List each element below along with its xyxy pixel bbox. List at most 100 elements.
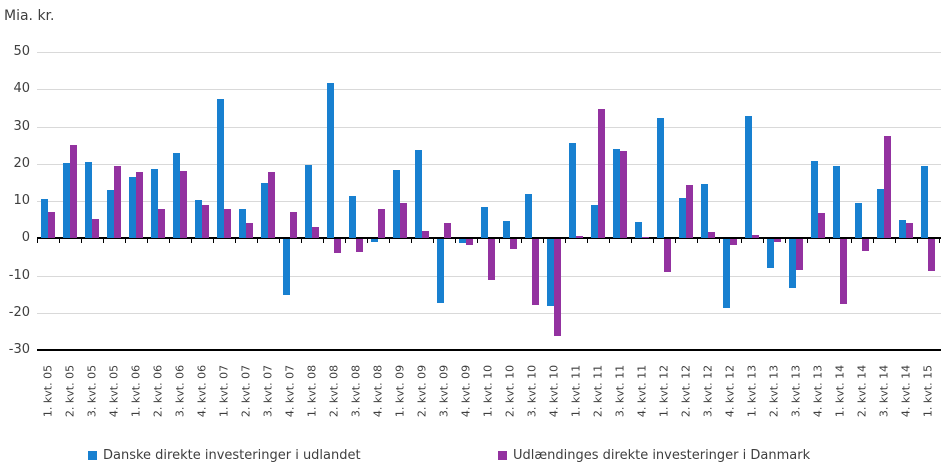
bar-danske-3. kvt. 06 (173, 152, 180, 239)
bar-udlaendinges-3. kvt. 09 (444, 223, 451, 239)
x-tick-label: 2. kvt. 11 (591, 364, 605, 418)
y-axis-unit-label: Mia. kr. (4, 8, 55, 24)
axis-tick (169, 239, 170, 244)
axis-tick (213, 239, 214, 244)
axis-tick (411, 239, 412, 244)
bar-danske-1. kvt. 12 (657, 117, 664, 239)
bar-udlaendinges-1. kvt. 11 (576, 235, 583, 239)
axis-tick (917, 239, 918, 244)
bar-udlaendinges-4. kvt. 13 (818, 213, 825, 239)
y-tick-label: 30 (13, 118, 30, 134)
x-tick-label: 2. kvt. 14 (855, 364, 869, 418)
bar-danske-1. kvt. 06 (129, 176, 136, 239)
axis-tick (829, 239, 830, 244)
x-tick-label: 3. kvt. 07 (261, 364, 275, 418)
x-tick-label: 3. kvt. 14 (877, 364, 891, 418)
bar-danske-2. kvt. 14 (855, 202, 862, 239)
x-tick-label: 4. kvt. 13 (811, 364, 825, 418)
bar-danske-3. kvt. 11 (613, 148, 620, 239)
y-tick-label: 40 (13, 81, 30, 97)
axis-tick (81, 239, 82, 244)
x-tick-label: 4. kvt. 11 (635, 364, 649, 418)
x-tick-label: 2. kvt. 09 (415, 364, 429, 418)
x-axis-line (37, 237, 941, 240)
bar-udlaendinges-2. kvt. 07 (246, 223, 253, 239)
axis-tick (59, 239, 60, 244)
axis-tick (279, 239, 280, 244)
x-tick-label: 1. kvt. 06 (129, 364, 143, 418)
axis-tick (125, 239, 126, 244)
x-tick-label: 4. kvt. 07 (283, 364, 297, 418)
gridline (37, 126, 941, 128)
axis-tick (37, 239, 38, 244)
axis-tick (609, 239, 610, 244)
bar-udlaendinges-1. kvt. 15 (928, 239, 935, 271)
bar-udlaendinges-3. kvt. 12 (708, 232, 715, 239)
axis-tick (895, 239, 896, 244)
bar-danske-1. kvt. 09 (393, 169, 400, 239)
bar-danske-2. kvt. 07 (239, 208, 246, 239)
axis-tick (873, 239, 874, 244)
bar-udlaendinges-2. kvt. 06 (158, 208, 165, 239)
bar-udlaendinges-2. kvt. 09 (422, 230, 429, 239)
axis-tick (389, 239, 390, 244)
legend-label-danske: Danske direkte investeringer i udlandet (103, 447, 361, 463)
bar-danske-4. kvt. 11 (635, 221, 642, 239)
bar-danske-1. kvt. 08 (305, 164, 312, 239)
bar-udlaendinges-3. kvt. 06 (180, 171, 187, 239)
axis-tick (741, 239, 742, 244)
x-tick-label: 4. kvt. 09 (459, 364, 473, 418)
bar-danske-2. kvt. 11 (591, 204, 598, 239)
axis-tick (763, 239, 764, 244)
bar-danske-3. kvt. 09 (437, 239, 444, 304)
bar-udlaendinges-2. kvt. 14 (862, 239, 869, 252)
axis-tick (499, 239, 500, 244)
bar-udlaendinges-1. kvt. 13 (752, 235, 759, 239)
bar-udlaendinges-1. kvt. 09 (400, 202, 407, 239)
gridline (37, 163, 941, 165)
x-tick-label: 1. kvt. 11 (569, 364, 583, 418)
axis-tick (367, 239, 368, 244)
x-tick-label: 3. kvt. 06 (173, 364, 187, 418)
bar-danske-3. kvt. 08 (349, 195, 356, 239)
axis-tick (191, 239, 192, 244)
axis-tick (543, 239, 544, 244)
axis-tick (631, 239, 632, 244)
bar-udlaendinges-1. kvt. 05 (48, 212, 55, 239)
bar-danske-1. kvt. 11 (569, 143, 576, 239)
bar-udlaendinges-4. kvt. 08 (378, 209, 385, 239)
x-tick-label: 3. kvt. 09 (437, 364, 451, 418)
x-tick-label: 3. kvt. 11 (613, 364, 627, 418)
axis-tick (521, 239, 522, 244)
bar-udlaendinges-4. kvt. 05 (114, 166, 121, 239)
bar-danske-1. kvt. 10 (481, 207, 488, 239)
bar-danske-1. kvt. 14 (833, 165, 840, 239)
bar-udlaendinges-4. kvt. 09 (466, 239, 473, 246)
bar-udlaendinges-1. kvt. 14 (840, 239, 847, 304)
bar-udlaendinges-1. kvt. 06 (136, 172, 143, 239)
axis-tick (103, 239, 104, 244)
axis-tick (697, 239, 698, 244)
bar-udlaendinges-3. kvt. 13 (796, 239, 803, 270)
bar-danske-1. kvt. 13 (745, 116, 752, 239)
x-tick-label: 4. kvt. 10 (547, 364, 561, 418)
bar-danske-1. kvt. 15 (921, 166, 928, 239)
x-tick-label: 1. kvt. 07 (217, 364, 231, 418)
x-tick-label: 1. kvt. 08 (305, 364, 319, 418)
axis-tick (477, 239, 478, 244)
gridline (37, 312, 941, 314)
bar-udlaendinges-3. kvt. 11 (620, 151, 627, 239)
x-tick-label: 3. kvt. 05 (85, 364, 99, 418)
bar-udlaendinges-4. kvt. 10 (554, 239, 561, 337)
x-tick-label: 4. kvt. 14 (899, 364, 913, 418)
bar-danske-3. kvt. 05 (85, 161, 92, 239)
x-tick-label: 2. kvt. 05 (63, 364, 77, 418)
x-tick-label: 3. kvt. 10 (525, 364, 539, 418)
bar-udlaendinges-3. kvt. 05 (92, 218, 99, 239)
x-tick-label: 2. kvt. 07 (239, 364, 253, 418)
bar-udlaendinges-2. kvt. 10 (510, 239, 517, 250)
x-tick-label: 4. kvt. 12 (723, 364, 737, 418)
bar-danske-2. kvt. 06 (151, 169, 158, 239)
